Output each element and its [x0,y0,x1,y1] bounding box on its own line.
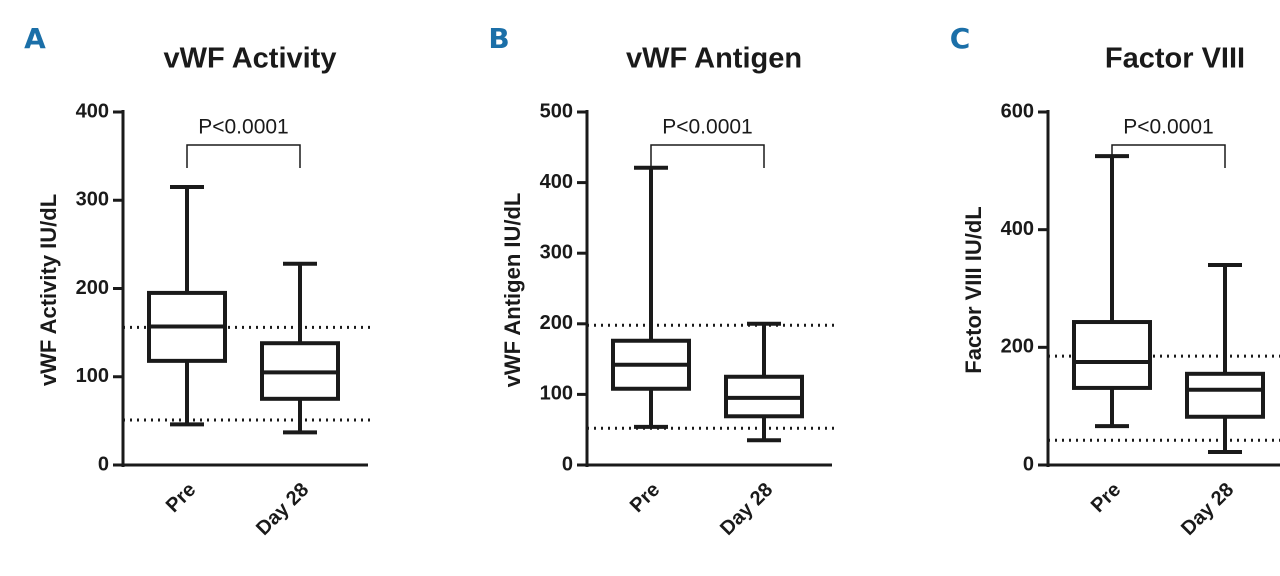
significance-bracket [186,144,301,168]
y-tick-label: 0 [1023,453,1034,475]
y-tick-label: 200 [76,277,109,299]
y-tick-label: 300 [76,189,109,211]
y-tick-label: 600 [1001,100,1034,122]
annotation: P<0.0001 [662,116,753,139]
significance-bracket [1111,144,1226,168]
y-tick-label: 100 [540,383,573,405]
panel-letter: B [488,22,509,55]
y-tick-label: 400 [1001,218,1034,240]
chart-title: vWF Antigen [626,43,802,75]
y-tick-label: 0 [98,453,109,475]
x-tick-label: Day 28 [716,479,777,540]
y-tick-label: 200 [540,312,573,334]
chart-title: vWF Activity [164,43,337,75]
annotation: P<0.0001 [1123,116,1214,139]
y-tick-label: 200 [1001,336,1034,358]
x-tick-label: Pre [626,479,664,517]
y-tick-label: 100 [76,365,109,387]
x-tick-label: Day 28 [252,479,313,540]
box [1185,371,1265,419]
y-tick-label: 0 [562,453,573,475]
y-tick-label: 300 [540,241,573,263]
y-tick-label: 400 [540,171,573,193]
annotation: P<0.0001 [198,116,289,139]
y-tick-label: 500 [540,100,573,122]
x-tick-label: Pre [1087,479,1125,517]
x-tick-label: Pre [162,479,200,517]
panel-letter: C [950,22,971,55]
panel-letter: A [24,22,46,55]
y-axis-label: vWF Antigen IU/dL [500,193,525,388]
y-tick-label: 400 [76,100,109,122]
y-axis-label: vWF Activity IU/dL [36,194,61,386]
significance-bracket [650,144,765,168]
x-tick-label: Day 28 [1177,479,1238,540]
panel: C Factor VIII Factor VIII IU/dL 0 200 400 600 P… [950,22,1280,540]
y-axis-label: Factor VIII IU/dL [961,206,986,373]
box [1072,320,1152,390]
chart-title: Factor VIII [1105,43,1245,75]
